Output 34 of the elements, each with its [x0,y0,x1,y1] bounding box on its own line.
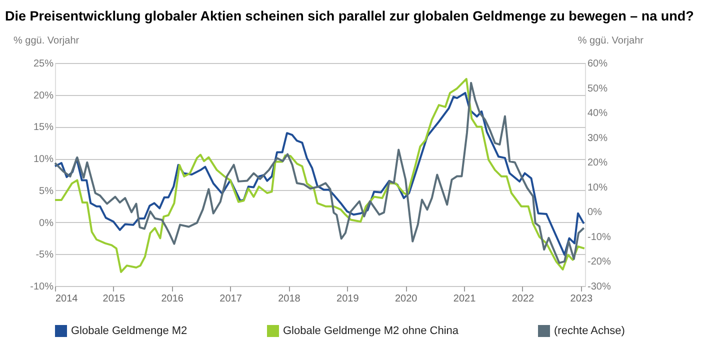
y2-tick-label: 20% [588,158,608,169]
y2-tick-label: 0% [588,207,602,218]
y2-tick-label: -30% [588,282,611,292]
y-tick-label: 10% [33,154,54,166]
x-tick-label: 2023 [570,294,593,304]
x-tick-label: 2021 [453,294,476,304]
x-tick-label: 2018 [278,294,301,304]
y2-tick-label: -10% [588,232,611,243]
y-tick-label: 15% [33,122,54,134]
y2-tick-label: 50% [588,83,608,94]
y2-tick-label: -20% [588,256,611,268]
y2-tick-label: 40% [588,108,608,120]
x-tick-label: 2020 [394,294,418,304]
y-tick-label: 20% [33,90,54,102]
x-tick-label: 2014 [56,294,78,304]
y2-tick-label: 60% [588,58,608,70]
y-tick-label: 25% [33,58,54,70]
y2-tick-label: 10% [588,182,608,194]
y2-axis-title: % ggü. Vorjahr [578,36,644,46]
x-tick-label: 2019 [336,294,360,304]
y2-tick-label: 30% [588,132,608,144]
x-tick-label: 2016 [161,294,184,304]
y-tick-label: 0% [39,218,54,229]
legend-label: Globale Geldmenge M2 [71,325,188,337]
x-tick-label: 2017 [220,294,242,304]
y-tick-label: -5% [36,250,54,261]
y-tick-label: -10% [30,282,54,292]
x-tick-label: 2015 [102,294,126,304]
legend-label: (rechte Achse) [554,325,625,337]
x-tick-label: 2022 [512,294,535,304]
legend-label: Globale Geldmenge M2 ohne China [283,325,460,337]
y-tick-label: 5% [39,186,54,197]
chart-title: Die Preisentwicklung globaler Aktien scheinen sich parallel zur globalen Geldmenge zu bewegen – na und? [5,8,694,24]
y-axis-title: % ggü. Vorjahr [14,36,80,46]
